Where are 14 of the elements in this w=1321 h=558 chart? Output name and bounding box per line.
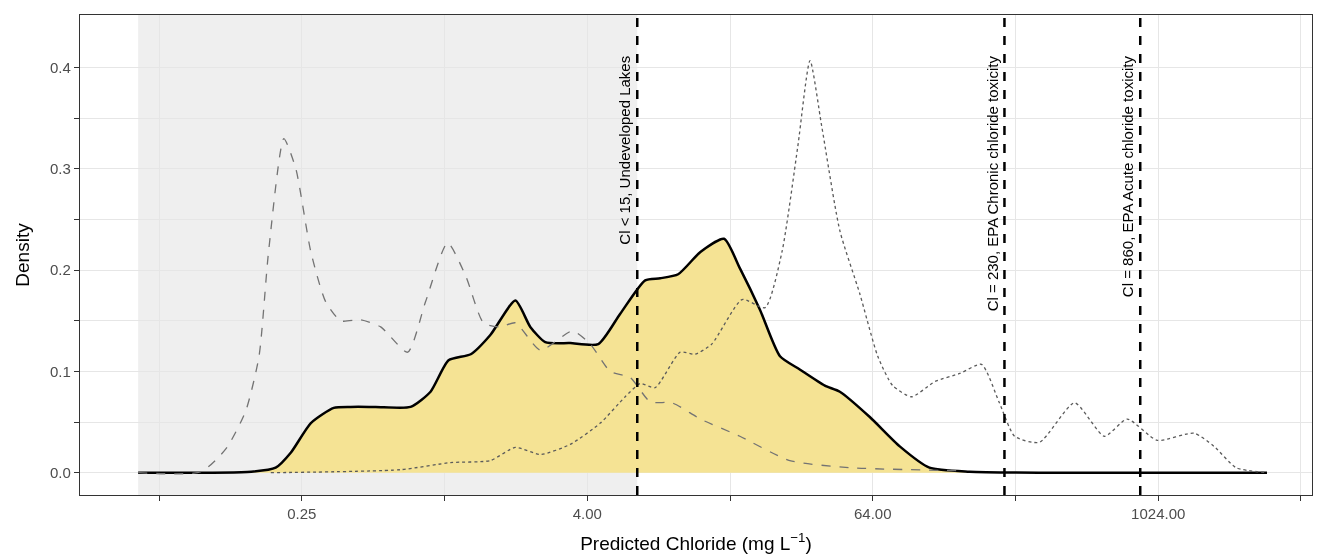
y-tick-label: 0.0 [50, 463, 71, 481]
y-axis-title: Density [11, 222, 33, 287]
x-tick-label: 4.00 [572, 505, 602, 523]
x-tick-label: 1024.00 [1131, 505, 1186, 523]
y-tick-label: 0.1 [50, 362, 71, 380]
x-tick-label: 64.00 [853, 505, 892, 523]
ref-line-label: Cl < 15, Undeveloped Lakes [615, 55, 633, 245]
y-tick-label: 0.3 [50, 160, 71, 178]
x-axis-title: Predicted Chloride (mg L$^{−1}$) [580, 529, 812, 554]
y-tick-label: 0.4 [50, 58, 71, 76]
ref-line-label: Cl = 860, EPA Acute chloride toxicity [1119, 55, 1137, 298]
y-tick-label: 0.2 [50, 261, 71, 279]
x-tick-label: 0.25 [287, 505, 317, 523]
ref-line-label: Cl = 230, EPA Chronic chloride toxicity [983, 55, 1001, 312]
